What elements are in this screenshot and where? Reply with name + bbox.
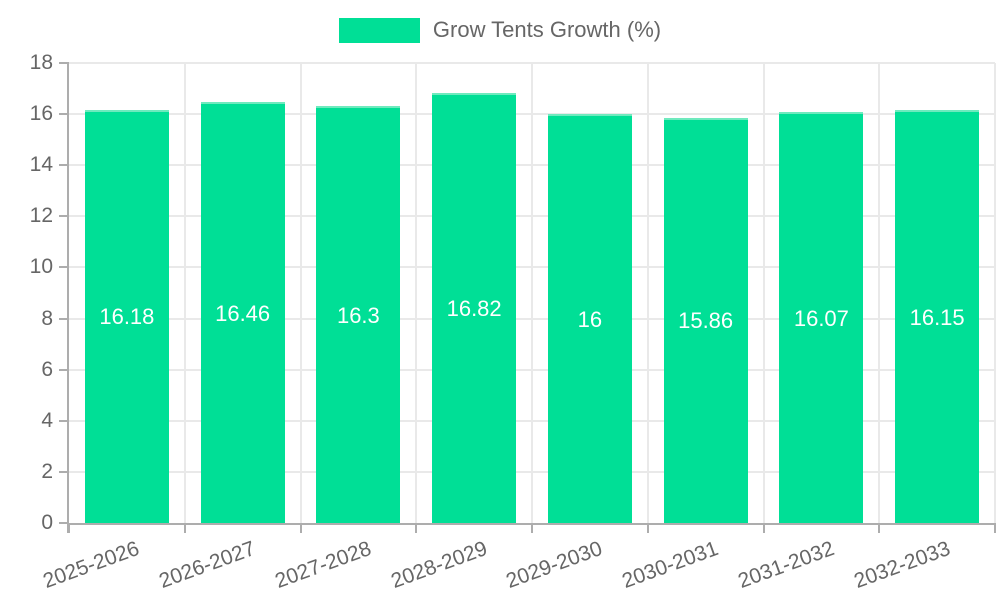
y-axis-tick-mark xyxy=(59,215,69,218)
legend-swatch-icon xyxy=(338,17,420,43)
y-axis-tick-label: 16 xyxy=(29,102,53,126)
y-axis-tick-label: 18 xyxy=(29,51,53,74)
y-axis-line xyxy=(67,63,69,533)
y-axis-tick-label: 14 xyxy=(29,153,53,177)
bar[interactable]: 16.07 xyxy=(779,112,864,523)
gridline-vertical xyxy=(878,63,881,523)
y-axis-tick-mark xyxy=(59,164,69,167)
y-axis-tick-mark xyxy=(59,368,69,371)
bar[interactable]: 16.82 xyxy=(432,93,517,523)
gridline-vertical xyxy=(531,63,533,523)
bar[interactable]: 15.86 xyxy=(663,117,748,523)
x-axis-tick-mark xyxy=(878,523,881,533)
bar-value-label: 16.3 xyxy=(336,302,380,328)
y-axis-tick-label: 0 xyxy=(41,511,53,534)
bar[interactable]: 16.46 xyxy=(200,102,285,523)
y-axis-tick-label: 10 xyxy=(29,255,53,279)
legend-item[interactable]: Grow Tents Growth (%) xyxy=(0,17,1000,43)
x-axis-line xyxy=(69,523,995,525)
gridline-vertical xyxy=(994,63,996,523)
x-axis-tick-mark xyxy=(994,523,996,533)
y-axis-tick-mark xyxy=(59,266,69,269)
y-axis-tick-label: 8 xyxy=(41,306,53,330)
x-axis-tick-mark xyxy=(646,523,649,533)
y-axis-tick-mark xyxy=(59,522,69,524)
y-axis-tick-label: 2 xyxy=(41,459,53,483)
gridline-vertical xyxy=(646,63,649,523)
bar-value-label: 16.82 xyxy=(446,296,502,322)
x-axis-tick-label: 2027-2028 xyxy=(271,537,375,593)
y-axis-tick-label: 12 xyxy=(29,204,53,228)
bar-value-label: 16.18 xyxy=(99,304,155,330)
bar-value-label: 16.15 xyxy=(909,304,965,330)
gridline-vertical xyxy=(762,63,765,523)
bar-value-label: 16.07 xyxy=(793,305,849,331)
gridline-vertical xyxy=(299,63,302,523)
gridline-vertical xyxy=(415,63,418,523)
x-axis-tick-label: 2030-2031 xyxy=(619,537,722,593)
bar-value-label: 16.46 xyxy=(215,300,271,326)
y-axis-tick-mark xyxy=(59,470,69,473)
x-axis-tick-label: 2026-2027 xyxy=(156,537,259,593)
x-axis-tick-mark xyxy=(183,523,186,533)
y-axis-tick-mark xyxy=(59,113,69,116)
gridline-vertical xyxy=(183,63,186,523)
x-axis-tick-mark xyxy=(531,523,533,533)
x-axis-tick-label: 2029-2030 xyxy=(503,537,606,593)
bar[interactable]: 16 xyxy=(547,114,632,523)
x-axis-tick-label: 2031-2032 xyxy=(734,537,838,593)
bar[interactable]: 16.15 xyxy=(895,110,980,523)
y-axis-tick-mark xyxy=(59,62,69,64)
x-axis-tick-mark xyxy=(415,523,418,533)
y-axis-tick-label: 4 xyxy=(41,408,53,432)
x-axis-tick-label: 2028-2029 xyxy=(387,537,490,593)
y-axis-tick-mark xyxy=(59,317,69,320)
x-axis-tick-label: 2025-2026 xyxy=(40,537,143,593)
x-axis-tick-label: 2032-2033 xyxy=(850,537,953,593)
legend-label: Grow Tents Growth (%) xyxy=(432,17,662,42)
x-axis-tick-mark xyxy=(299,523,302,533)
bar[interactable]: 16.18 xyxy=(84,109,169,523)
bar-value-label: 15.86 xyxy=(678,308,734,334)
y-axis-tick-mark xyxy=(59,419,69,422)
x-axis-tick-mark xyxy=(762,523,765,533)
y-axis-tick-label: 6 xyxy=(41,357,53,381)
bar-value-label: 16 xyxy=(577,306,603,332)
x-axis-tick-mark xyxy=(68,523,70,533)
bar[interactable]: 16.3 xyxy=(316,106,401,523)
